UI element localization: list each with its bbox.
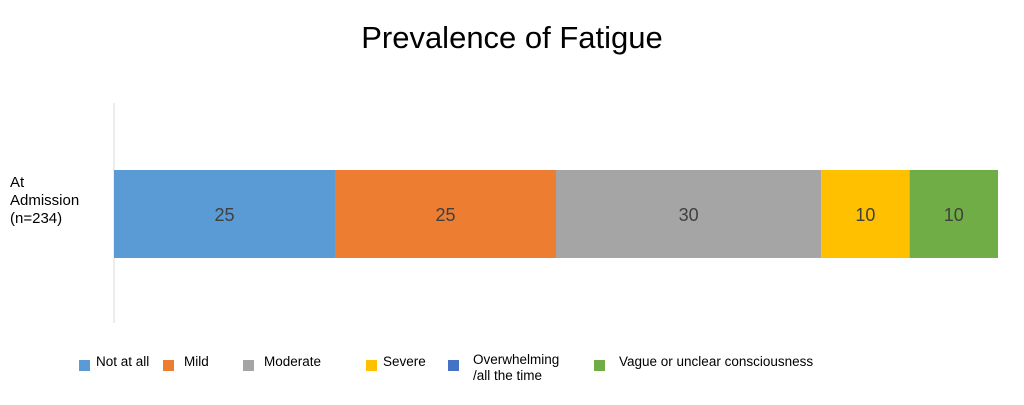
data-label: 10 (855, 205, 875, 225)
legend-item-overwhelming: Overwhelming /all the time (448, 352, 559, 384)
legend-item-vague: Vague or unclear consciousness (594, 354, 813, 371)
data-label: 25 (214, 205, 234, 225)
bar-group: 25 25 30 10 10 (114, 170, 998, 258)
legend-item-mild: Mild (163, 354, 209, 371)
bar-segment (821, 170, 910, 258)
legend-label: Severe (383, 354, 426, 369)
category-label-line: Admission (10, 192, 80, 209)
legend-swatch (366, 360, 377, 371)
legend-swatch (448, 360, 459, 371)
bar-segment (335, 170, 556, 258)
legend-swatch (243, 360, 254, 371)
data-label: 25 (435, 205, 455, 225)
category-label-line: (n=234) (10, 210, 63, 227)
legend-swatch (163, 360, 174, 371)
legend-item-moderate: Moderate (243, 354, 321, 371)
bar-segment (556, 170, 822, 258)
legend-label: Vague or unclear consciousness (619, 354, 814, 369)
data-label: 10 (944, 205, 964, 225)
data-label: 30 (679, 205, 699, 225)
legend-label: Not at all (96, 354, 150, 369)
legend-swatch (594, 360, 605, 371)
category-label: At Admission (n=234) (10, 174, 110, 228)
legend-label: Moderate (264, 354, 322, 369)
legend: Not at all Mild Moderate Severe Overwhel… (0, 352, 1024, 394)
legend-item-severe: Severe (366, 354, 426, 371)
legend-swatch (79, 360, 90, 371)
legend-label: Mild (184, 354, 209, 369)
legend-item-not-at-all: Not at all (79, 354, 149, 371)
bar-segment (114, 170, 335, 258)
category-label-line: At (10, 174, 25, 191)
chart-title: Prevalence of Fatigue (361, 20, 663, 55)
bar-segment (909, 170, 998, 258)
legend-label: Overwhelming /all the time (473, 352, 560, 383)
